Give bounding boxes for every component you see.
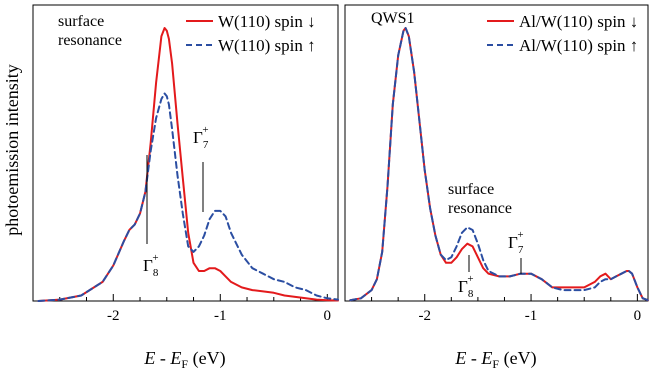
- right-gamma7-symbol: Γ: [508, 233, 518, 252]
- left-gamma8-sup: +: [152, 252, 158, 264]
- right-legend-label-up: Al/W(110) spin ↑: [519, 36, 638, 55]
- left-surface-resonance-line1: surface: [58, 13, 104, 30]
- right-gamma8-label: Γ8 +: [458, 273, 474, 300]
- left-legend-label-up: W(110) spin ↑: [218, 36, 316, 55]
- right-series-spin-down-line: [349, 27, 649, 302]
- right-surface-resonance-line1: surface: [448, 181, 494, 198]
- right-xlabel-ef: E: [480, 348, 492, 368]
- right-x-tick-label: 0: [634, 308, 642, 324]
- right-surface-resonance-line2: resonance: [448, 200, 512, 217]
- right-panel: -2 -1 0 Al/W(110) spin ↓ Al/W(110) spin ↑ …: [344, 4, 649, 371]
- right-legend: Al/W(110) spin ↓ Al/W(110) spin ↑: [487, 12, 638, 55]
- left-x-ticks: -2 -1 0: [32, 294, 332, 324]
- right-x-tick-label: -1: [525, 308, 538, 324]
- left-gamma7-symbol: Γ: [193, 128, 203, 147]
- left-x-tick-label: 0: [324, 308, 332, 324]
- right-qws1-label: QWS1: [371, 10, 415, 27]
- left-gamma8-sub: 8: [153, 267, 159, 279]
- left-xlabel-unit: (eV): [188, 348, 225, 369]
- right-legend-label-down: Al/W(110) spin ↓: [519, 12, 638, 31]
- right-x-tick-label: -2: [418, 308, 431, 324]
- left-panel: -2 -1 0 W(110) spin ↓ W(110) spin ↑ surfac…: [32, 4, 339, 371]
- right-series-spin-up-line: [349, 27, 649, 302]
- right-plot-frame: [344, 4, 649, 302]
- right-xlabel-f: F: [492, 357, 499, 371]
- right-gamma8-sup: +: [467, 273, 473, 285]
- right-gamma7-sup: +: [517, 229, 523, 241]
- left-gamma7-label: Γ7 +: [193, 124, 209, 151]
- left-gamma8-label: Γ8 +: [143, 252, 159, 279]
- y-axis-label: photoemission intensity: [2, 64, 22, 236]
- left-legend: W(110) spin ↓ W(110) spin ↑: [186, 12, 316, 55]
- left-x-tick-label: -2: [107, 308, 120, 324]
- right-gamma8-sub: 8: [468, 288, 474, 300]
- left-gamma7-sub: 7: [203, 139, 209, 151]
- left-series-lines: [37, 27, 339, 302]
- left-plot-frame: [32, 4, 339, 302]
- left-xlabel-ef: E: [169, 348, 181, 368]
- right-xlabel-e: E: [454, 348, 466, 368]
- left-legend-label-down: W(110) spin ↓: [218, 12, 316, 31]
- left-gamma8-symbol: Γ: [143, 256, 153, 275]
- right-gamma7-sub: 7: [518, 244, 524, 256]
- left-xlabel-dash: -: [155, 348, 170, 368]
- right-x-axis-label: E - EF (eV): [454, 348, 536, 371]
- left-gamma7-sup: +: [202, 124, 208, 136]
- left-series-spin-up-line: [37, 92, 339, 302]
- left-surface-resonance-line2: resonance: [58, 32, 122, 49]
- left-xlabel-e: E: [143, 348, 155, 368]
- right-gamma7-label: Γ7 +: [508, 229, 524, 256]
- right-xlabel-dash: -: [466, 348, 481, 368]
- left-x-tick-label: -1: [214, 308, 227, 324]
- right-series-lines: [349, 27, 649, 302]
- left-xlabel-f: F: [181, 357, 188, 371]
- right-xlabel-unit: (eV): [499, 348, 536, 369]
- left-series-spin-down-line: [37, 27, 339, 302]
- left-x-axis-label: E - EF (eV): [143, 348, 225, 371]
- right-gamma8-symbol: Γ: [458, 277, 468, 296]
- right-x-ticks: -2 -1 0: [344, 294, 642, 324]
